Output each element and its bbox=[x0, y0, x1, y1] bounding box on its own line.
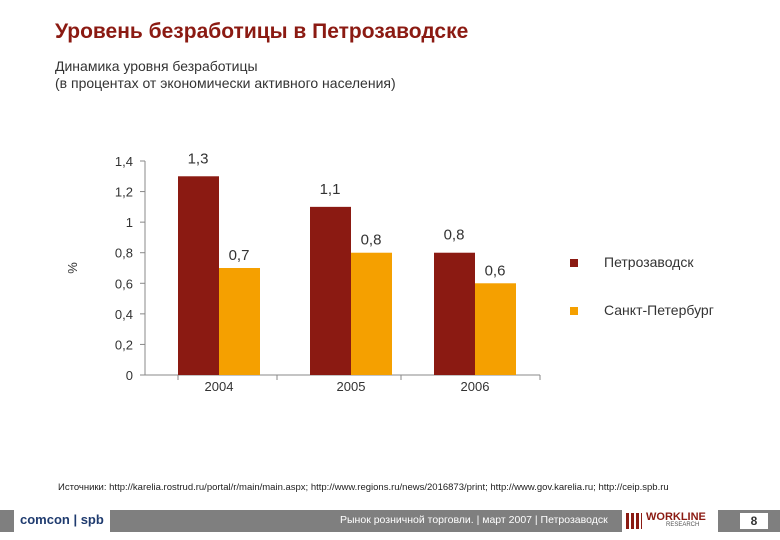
x-tick-label: 2005 bbox=[337, 379, 366, 394]
x-tick-label: 2004 bbox=[205, 379, 234, 394]
y-tick-label: 0 bbox=[126, 368, 133, 383]
bar bbox=[475, 283, 516, 375]
legend-swatch-series-1 bbox=[570, 259, 578, 267]
workline-logo-icon bbox=[626, 513, 642, 529]
subtitle-line-2: (в процентах от экономически активного н… bbox=[55, 75, 396, 91]
y-axis-title: % bbox=[65, 262, 80, 274]
page-number: 8 bbox=[740, 513, 768, 529]
page-title: Уровень безработицы в Петрозаводске bbox=[55, 20, 469, 43]
data-label: 1,1 bbox=[320, 181, 341, 198]
y-tick-label: 0,4 bbox=[115, 307, 133, 322]
bar bbox=[310, 206, 351, 375]
workline-logo: WORKLINE RESEARCH bbox=[622, 510, 718, 532]
y-tick-label: 1,4 bbox=[115, 154, 133, 169]
footer-bar: comcon | spb Рынок розничной торговли. |… bbox=[0, 510, 780, 532]
chart-subtitle: Динамика уровня безработицы (в процентах… bbox=[55, 58, 396, 92]
bar bbox=[219, 268, 260, 375]
y-tick-label: 0,8 bbox=[115, 246, 133, 261]
data-label: 1,3 bbox=[188, 150, 209, 167]
y-tick-label: 1 bbox=[126, 215, 133, 230]
legend-label-series-1: Петрозаводск bbox=[604, 254, 694, 270]
data-label: 0,8 bbox=[361, 232, 382, 249]
subtitle-line-1: Динамика уровня безработицы bbox=[55, 58, 258, 74]
comcon-logo: comcon | spb bbox=[14, 510, 110, 532]
footer-caption: Рынок розничной торговли. | март 2007 | … bbox=[340, 514, 608, 526]
bar bbox=[178, 176, 219, 375]
legend-label-series-2: Санкт-Петербург bbox=[604, 302, 714, 318]
bar-chart: 0 0,2 0,4 0,6 0,8 1 1,2 1,4% 2004 2005 2006 1,3 0,7… bbox=[65, 150, 541, 394]
data-label: 0,7 bbox=[229, 247, 250, 264]
y-tick-label: 0,2 bbox=[115, 337, 133, 352]
x-tick-label: 2006 bbox=[461, 379, 490, 394]
y-tick-label: 1,2 bbox=[115, 185, 133, 200]
y-tick-label: 0,6 bbox=[115, 276, 133, 291]
bar bbox=[434, 252, 475, 375]
bar bbox=[351, 252, 392, 375]
data-label: 0,8 bbox=[444, 227, 465, 244]
legend-swatch-series-2 bbox=[570, 307, 578, 315]
workline-logo-text: WORKLINE bbox=[646, 511, 706, 523]
sources-note: Источники: http://karelia.rostrud.ru/por… bbox=[58, 482, 669, 493]
workline-logo-subtext: RESEARCH bbox=[666, 522, 700, 528]
data-label: 0,6 bbox=[485, 262, 506, 279]
comcon-logo-text: comcon | spb bbox=[20, 512, 104, 527]
